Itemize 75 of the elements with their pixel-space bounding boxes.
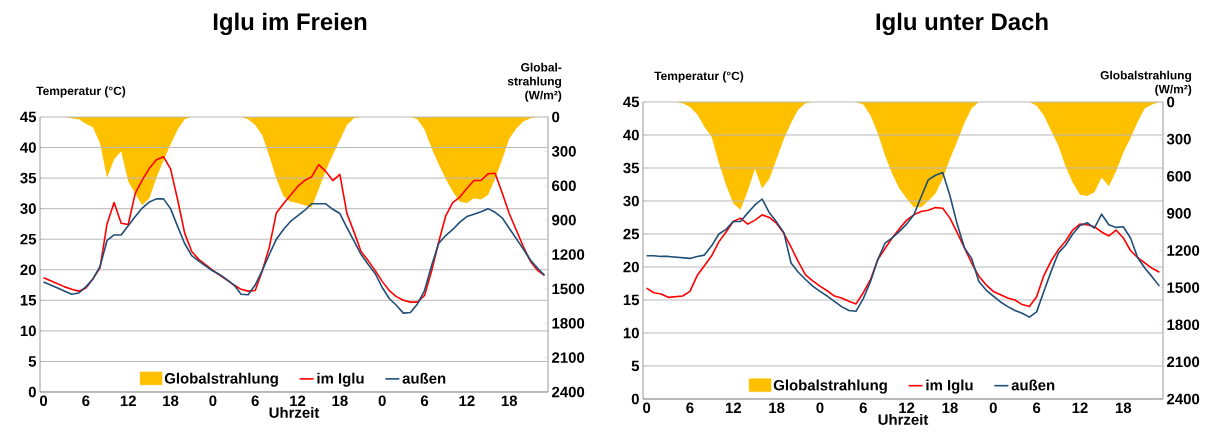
legend-label: Globalstrahlung [164, 372, 278, 387]
y-axis-title: Temperatur (°C) [654, 71, 744, 83]
y2-tick-label: 1800 [552, 317, 585, 329]
y2-axis-title: Global-strahlung (W/m²) [507, 62, 562, 102]
y2-axis-title: Globalstrahlung (W/m²) [1100, 70, 1192, 96]
y-tick-label: 30 [20, 203, 36, 214]
y2-tick-label: 1200 [552, 249, 585, 260]
legend-label: im Iglu [926, 379, 973, 394]
x-tick-label: 12 [1072, 402, 1088, 413]
x-tick-label: 18 [942, 402, 958, 414]
y-tick-label: 45 [20, 111, 37, 123]
x-tick-label: 0 [816, 402, 824, 414]
x-tick-label: 6 [251, 395, 259, 407]
y2-tick-label: 2100 [552, 352, 585, 363]
y2-tick-label: 2100 [1167, 356, 1200, 368]
y-tick-label: 35 [623, 162, 640, 174]
y-tick-label: 25 [623, 228, 640, 240]
y2-tick-label: 2400 [552, 386, 585, 398]
y-tick-label: 15 [20, 295, 37, 306]
y-tick-label: 5 [28, 356, 37, 367]
y2-tick-label: 0 [552, 111, 560, 123]
y-tick-label: 5 [631, 360, 640, 372]
y2-tick-label: 0 [1167, 96, 1175, 108]
legend-label: Globalstrahlung [773, 379, 887, 394]
x-tick-label: 6 [859, 402, 867, 414]
x-tick-label: 0 [209, 395, 217, 407]
y-tick-label: 10 [20, 325, 36, 337]
x-tick-label: 12 [725, 402, 741, 413]
y-tick-label: 0 [28, 386, 36, 398]
x-tick-label: 6 [82, 395, 90, 407]
y-tick-label: 20 [20, 264, 36, 276]
y2-tick-label: 1500 [552, 283, 585, 295]
chart-title: Iglu im Freien [213, 12, 367, 36]
y2-tick-label: 900 [1167, 208, 1191, 219]
x-axis-title: Uhrzeit [878, 413, 929, 425]
y-tick-label: 40 [20, 142, 36, 153]
x-tick-label: 0 [39, 395, 48, 407]
x-tick-label: 18 [501, 395, 518, 407]
y2-tick-label: 600 [1167, 170, 1191, 182]
x-tick-label: 18 [332, 395, 348, 407]
x-axis-title: Uhrzeit [269, 406, 320, 418]
x-tick-label: 6 [420, 395, 429, 407]
x-tick-label: 0 [989, 402, 997, 414]
y-tick-label: 20 [623, 261, 639, 273]
legend-label: außen [402, 372, 446, 384]
y-tick-label: 35 [20, 172, 37, 184]
x-tick-label: 18 [163, 395, 179, 407]
x-tick-label: 18 [769, 402, 785, 414]
x-tick-label: 6 [686, 402, 694, 414]
y-tick-label: 15 [623, 294, 640, 306]
y-tick-label: 10 [623, 327, 639, 339]
x-tick-label: 0 [378, 395, 386, 407]
y-tick-label: 40 [623, 129, 639, 141]
y2-tick-label: 1800 [1167, 319, 1200, 331]
y-tick-label: 30 [623, 195, 639, 207]
y2-tick-label: 1500 [1167, 282, 1200, 293]
y2-tick-label: 1200 [1167, 245, 1200, 256]
x-tick-label: 12 [459, 395, 475, 406]
y2-tick-label: 300 [551, 146, 576, 157]
x-tick-label: 12 [120, 395, 136, 406]
y-tick-label: 45 [623, 96, 640, 108]
y2-tick-label: 300 [1166, 133, 1191, 145]
y-axis-title: Temperatur (°C) [36, 86, 126, 98]
legend-label: im Iglu [317, 372, 364, 387]
x-tick-label: 18 [1115, 402, 1132, 414]
y-tick-label: 25 [20, 233, 37, 245]
y2-tick-label: 2400 [1167, 393, 1200, 405]
legend-label: außen [1011, 379, 1055, 391]
y2-tick-label: 900 [552, 214, 576, 226]
x-tick-label: 12 [290, 395, 306, 406]
x-tick-label: 0 [643, 402, 651, 414]
x-tick-label: 12 [899, 402, 915, 413]
x-tick-label: 6 [1033, 402, 1041, 414]
y2-tick-label: 600 [552, 180, 576, 192]
chart-title: Iglu unter Dach [876, 12, 1048, 36]
